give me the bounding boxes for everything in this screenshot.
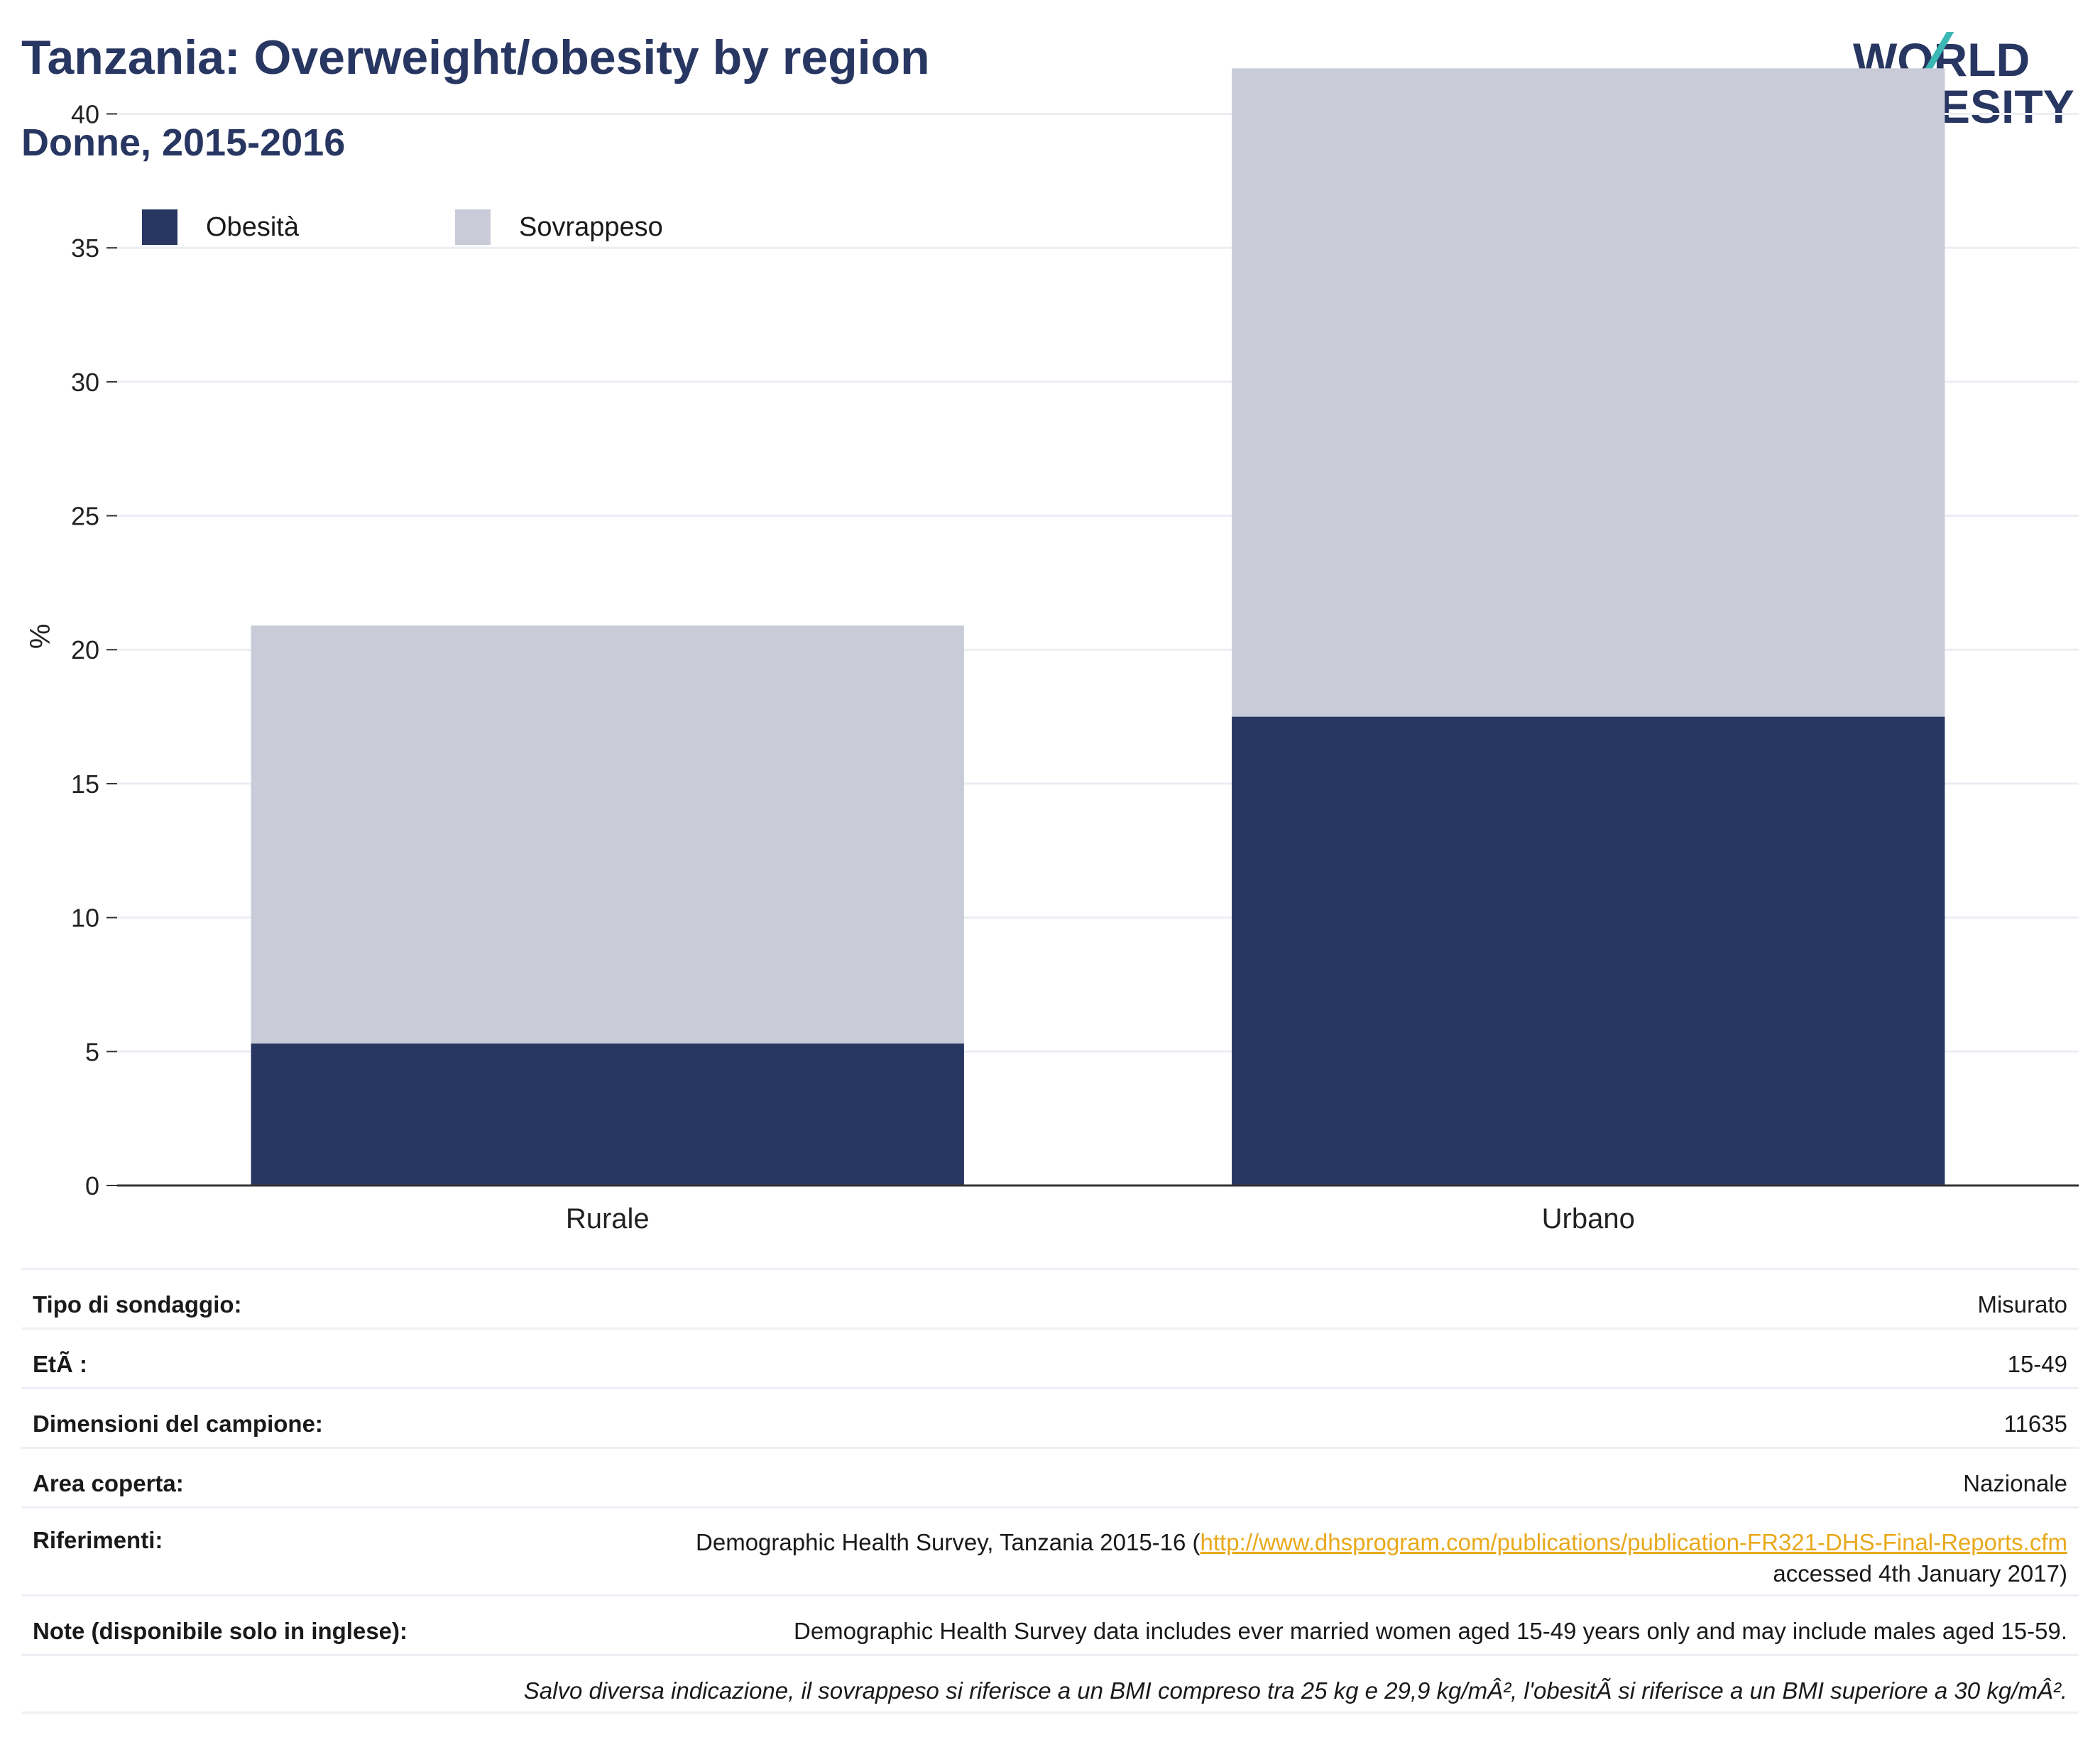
y-tick-label: 25 bbox=[71, 502, 99, 531]
y-tick-label: 10 bbox=[71, 904, 99, 933]
x-tick-label: Urbano bbox=[1542, 1203, 1635, 1234]
y-tick-label: 40 bbox=[71, 99, 99, 128]
info-label: Dimensioni del campione: bbox=[33, 1411, 323, 1437]
info-row-references: Riferimenti: Demographic Health Survey, … bbox=[21, 1506, 2079, 1594]
info-label: Note (disponibile solo in inglese): bbox=[33, 1618, 408, 1644]
legend-item-overweight: Sovrappeso bbox=[455, 209, 663, 245]
info-value: Misurato bbox=[1977, 1291, 2067, 1318]
info-row-sample-size: Dimensioni del campione: 11635 bbox=[21, 1387, 2079, 1447]
info-row-notes: Note (disponibile solo in inglese): Demo… bbox=[21, 1594, 2079, 1654]
page-title: Tanzania: Overweight/obesity by region bbox=[21, 31, 930, 84]
bar-obesity-rurale bbox=[251, 1043, 964, 1185]
references-text: Demographic Health Survey, Tanzania 2015… bbox=[696, 1529, 1201, 1555]
x-tick-label: Rurale bbox=[566, 1203, 650, 1234]
bmi-footnote: Salvo diversa indicazione, il sovrappeso… bbox=[523, 1677, 2067, 1704]
bar-overweight-rurale bbox=[251, 625, 964, 1044]
references-accessed: accessed 4th January 2017) bbox=[1773, 1560, 2067, 1587]
info-label: Tipo di sondaggio: bbox=[33, 1291, 242, 1318]
page-subtitle: Donne, 2015-2016 bbox=[21, 121, 346, 164]
info-value: 11635 bbox=[2003, 1411, 2067, 1437]
info-row-survey-type: Tipo di sondaggio: Misurato bbox=[21, 1268, 2079, 1327]
info-label: Area coperta: bbox=[33, 1470, 184, 1496]
legend-swatch-overweight bbox=[455, 209, 491, 245]
bar-overweight-urbano bbox=[1232, 68, 1945, 717]
y-tick-label: 35 bbox=[71, 234, 99, 263]
y-tick-label: 15 bbox=[71, 770, 99, 799]
info-label: Riferimenti: bbox=[33, 1527, 163, 1553]
legend-label-overweight: Sovrappeso bbox=[519, 212, 663, 242]
info-value: Nazionale bbox=[1963, 1470, 2067, 1496]
y-tick-label: 30 bbox=[71, 368, 99, 397]
bar-obesity-urbano bbox=[1232, 716, 1945, 1185]
y-tick-label: 5 bbox=[85, 1037, 99, 1066]
legend-label-obesity: Obesità bbox=[206, 212, 299, 242]
footnote-row: Salvo diversa indicazione, il sovrappeso… bbox=[21, 1654, 2079, 1714]
info-label: EtÃ : bbox=[33, 1351, 87, 1377]
references-value: Demographic Health Survey, Tanzania 2015… bbox=[696, 1527, 2067, 1589]
references-link[interactable]: http://www.dhsprogram.com/publications/p… bbox=[1200, 1529, 2067, 1555]
info-value: Demographic Health Survey data includes … bbox=[794, 1618, 2067, 1644]
legend-item-obesity: Obesità bbox=[142, 209, 299, 245]
info-row-age: EtÃ : 15-49 bbox=[21, 1327, 2079, 1387]
stacked-bar-chart: 0 5 10 15 20 25 30 35 40% Rurale Urbano bbox=[25, 68, 2079, 1234]
y-axis-label: % bbox=[25, 624, 56, 650]
y-tick-label: 0 bbox=[85, 1171, 99, 1200]
info-row-area: Area coperta: Nazionale bbox=[21, 1447, 2079, 1506]
info-value: 15-49 bbox=[2007, 1351, 2067, 1377]
y-tick-label: 20 bbox=[71, 635, 99, 664]
survey-info-table: Tipo di sondaggio: Misurato EtÃ : 15-49 … bbox=[21, 1268, 2079, 1714]
legend-swatch-obesity bbox=[142, 209, 177, 245]
